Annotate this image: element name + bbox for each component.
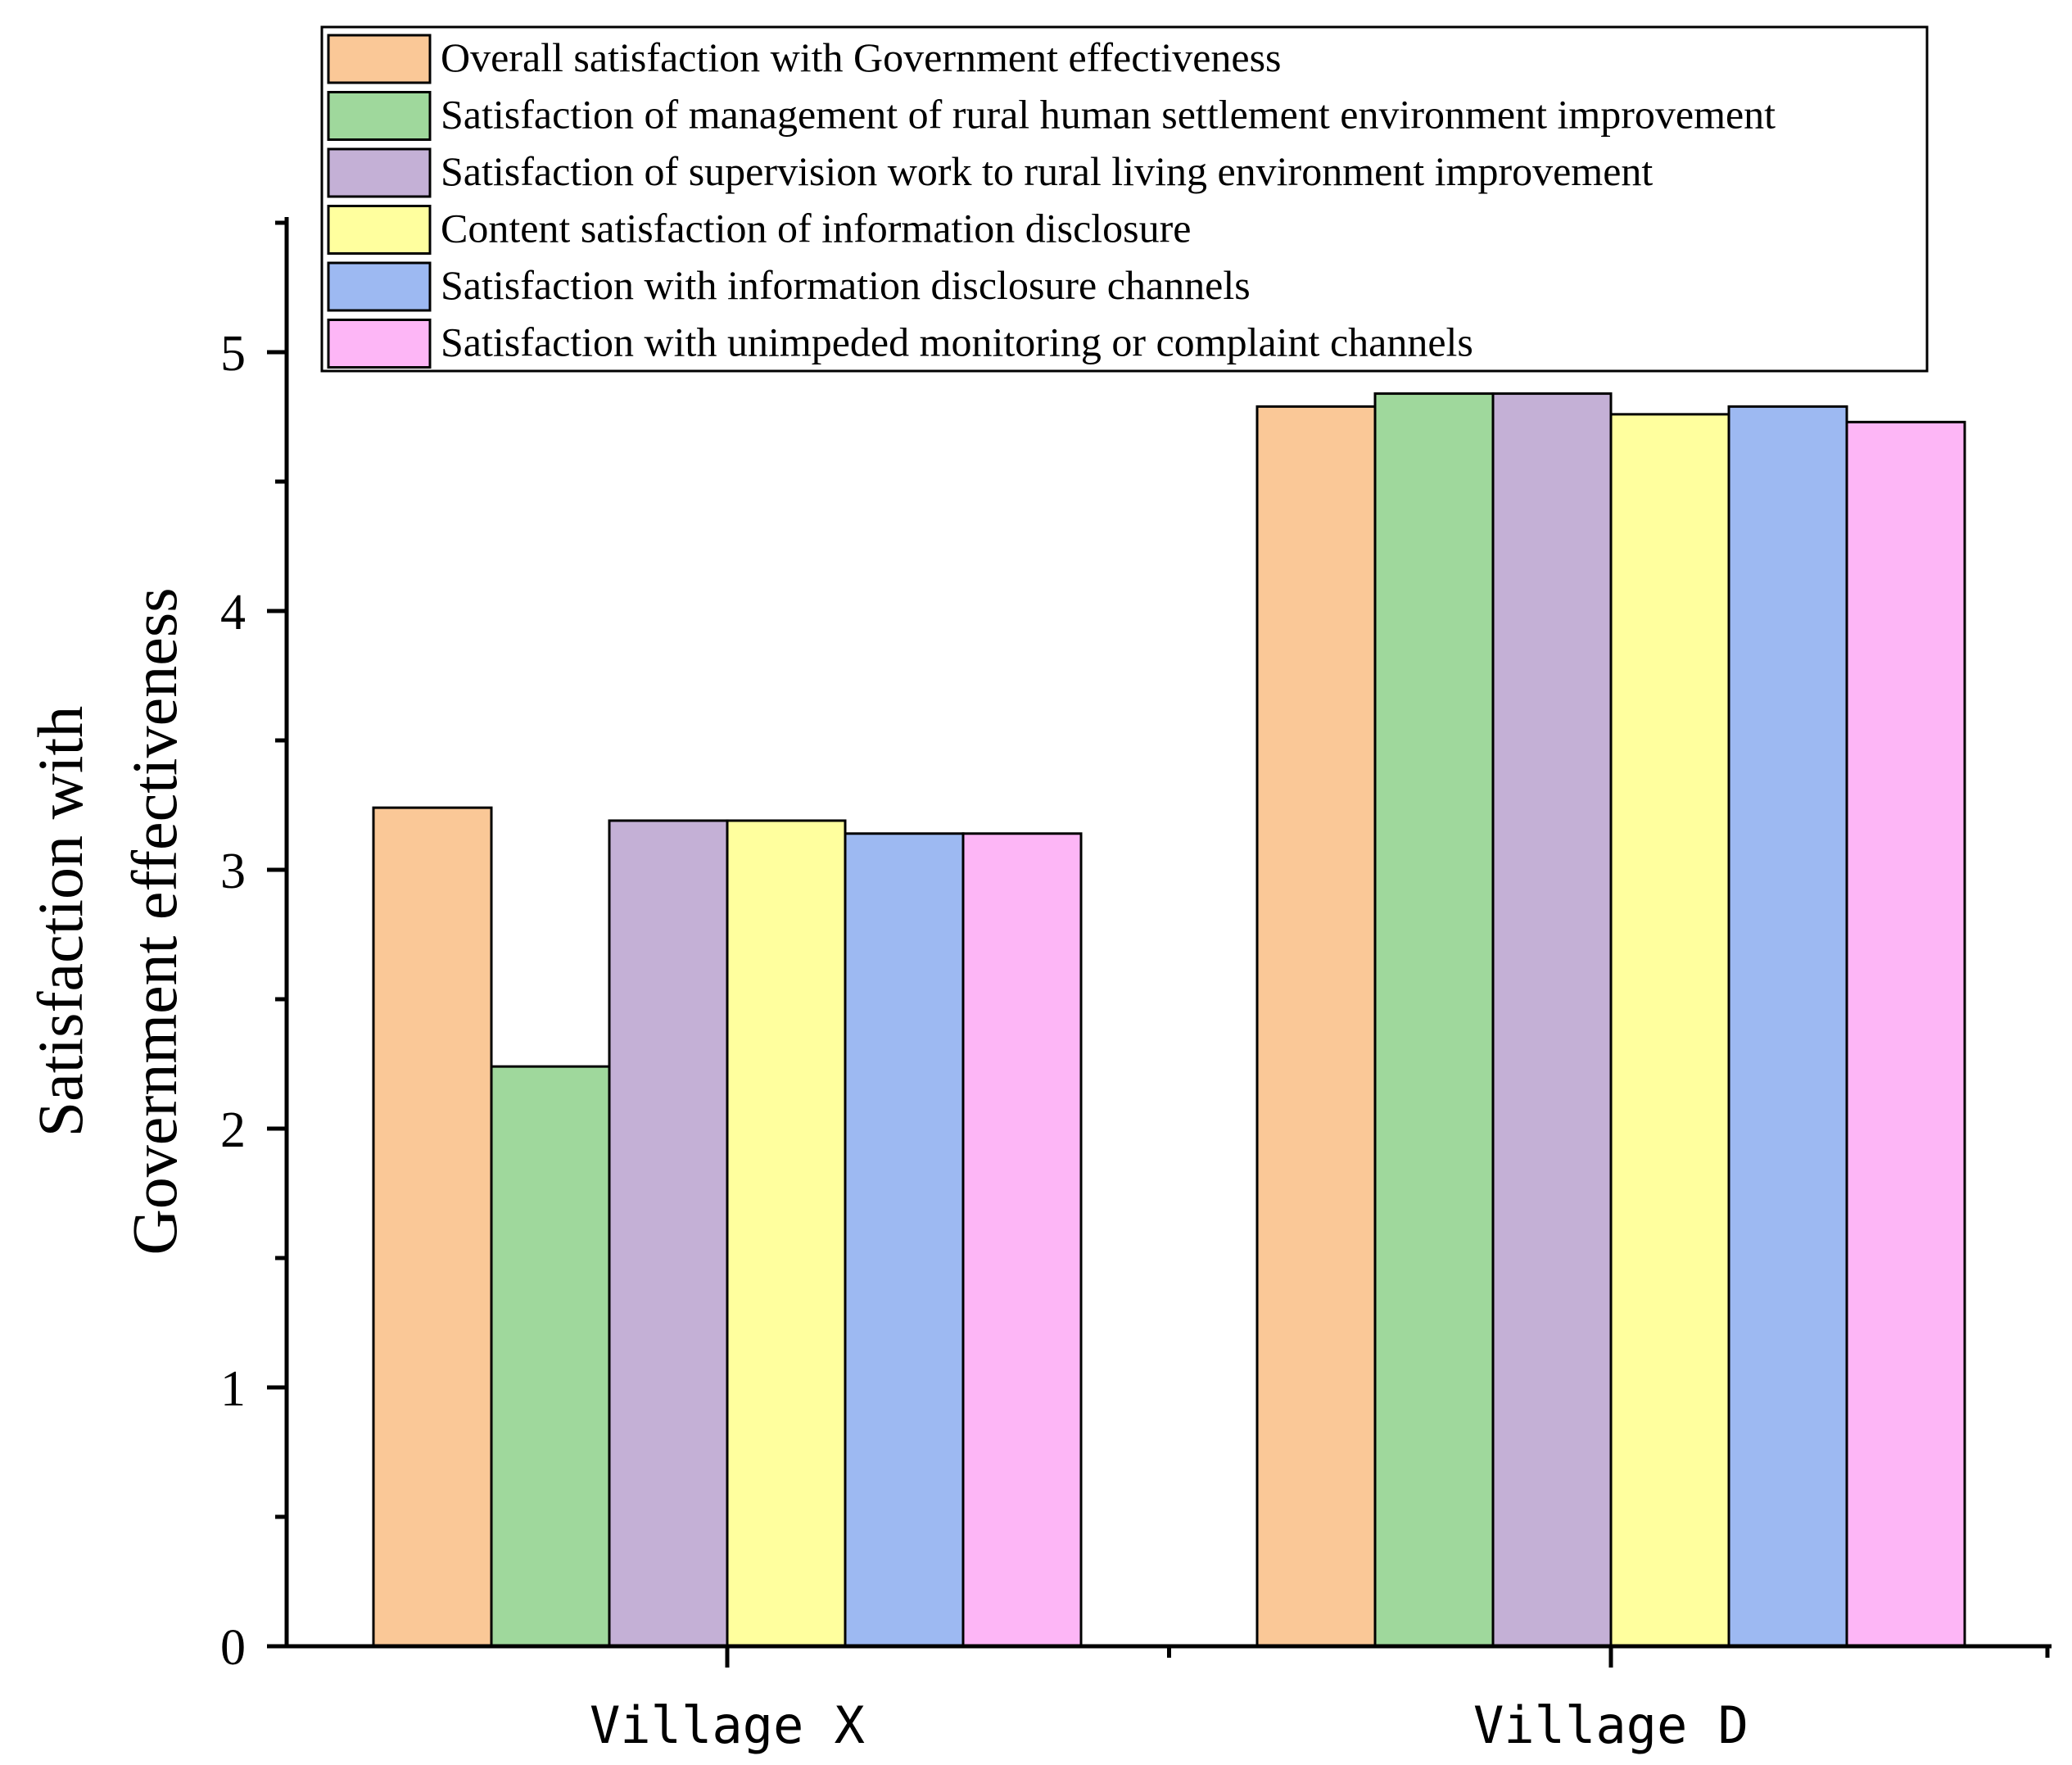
legend-entry-label: Satisfaction with unimpeded monitoring o… — [441, 319, 1473, 365]
legend-swatch — [327, 147, 432, 198]
bars-group — [372, 392, 1966, 1648]
bar-2-village-x — [490, 1065, 611, 1648]
legend-entry-label: Satisfaction of supervision work to rura… — [441, 148, 1653, 194]
y-axis-title-line-1: Satisfaction with — [25, 706, 96, 1137]
bar-4-village-d — [1609, 413, 1730, 1648]
bar-2-village-d — [1373, 392, 1495, 1648]
legend-swatch — [327, 319, 432, 369]
bar-3-village-x — [608, 819, 729, 1648]
legend: Overall satisfaction with Government eff… — [320, 25, 1929, 373]
legend-swatch — [327, 261, 432, 312]
x-category-label: Village D — [1473, 1695, 1749, 1755]
legend-swatch — [327, 205, 432, 255]
bar-6-village-d — [1845, 420, 1966, 1648]
bar-5-village-d — [1727, 405, 1848, 1648]
legend-swatch — [327, 34, 432, 84]
legend-box — [320, 25, 1929, 373]
bar-1-village-d — [1255, 405, 1377, 1648]
bar-1-village-x — [372, 806, 493, 1648]
y-tick-label: 0 — [220, 1620, 246, 1676]
legend-entry-label: Satisfaction of management of rural huma… — [441, 92, 1776, 138]
x-categories-group: Village X Village D — [590, 1646, 2050, 1755]
y-tick-label: 1 — [220, 1361, 246, 1417]
x-category-label: Village X — [590, 1695, 865, 1755]
bar-3-village-d — [1491, 392, 1613, 1648]
y-ticks-group: 0 1 2 3 4 5 — [220, 220, 287, 1676]
y-tick-label: 3 — [220, 844, 246, 899]
bar-4-village-x — [726, 819, 847, 1648]
legend-swatch — [327, 91, 432, 141]
legend-entry-label: Satisfaction with information disclosure… — [441, 262, 1251, 308]
legend-entry-label: Content satisfaction of information disc… — [441, 206, 1191, 251]
y-tick-label: 5 — [220, 326, 246, 382]
y-axis-title-line-2: Government effectiveness — [119, 587, 190, 1255]
y-tick-label: 2 — [220, 1102, 246, 1158]
y-axis-title: Satisfaction with Government effectivenes… — [25, 587, 190, 1255]
y-tick-label: 4 — [220, 585, 246, 640]
bar-5-village-x — [844, 832, 965, 1648]
bar-6-village-x — [961, 832, 1083, 1648]
legend-entry-label: Overall satisfaction with Government eff… — [441, 34, 1282, 80]
